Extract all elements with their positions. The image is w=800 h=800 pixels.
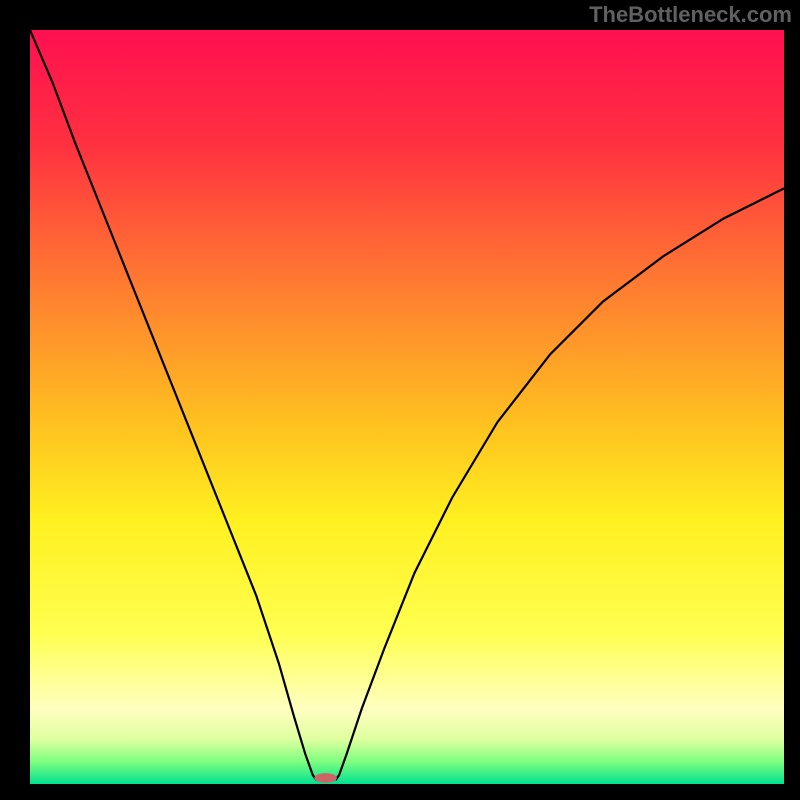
bottleneck-marker [314,773,337,783]
bottleneck-chart [0,0,800,800]
watermark-text: TheBottleneck.com [589,2,792,28]
plot-background [30,30,784,784]
